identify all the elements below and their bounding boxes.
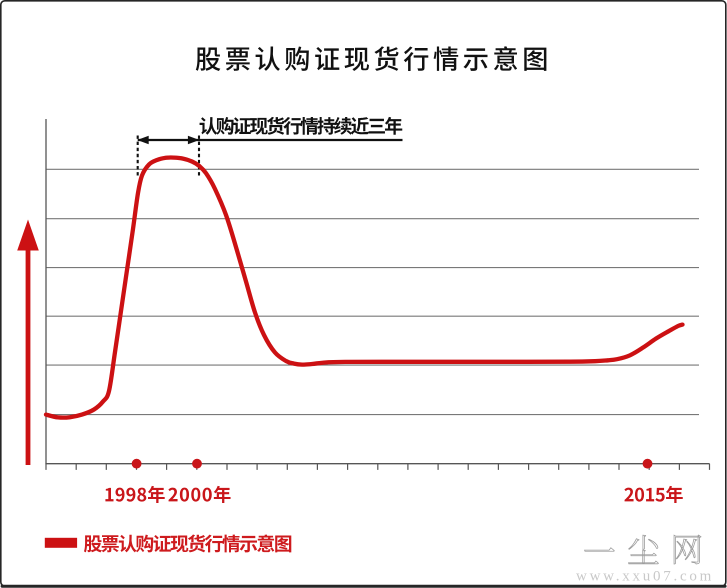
svg-text:www.xxu07.com: www.xxu07.com bbox=[576, 569, 714, 585]
